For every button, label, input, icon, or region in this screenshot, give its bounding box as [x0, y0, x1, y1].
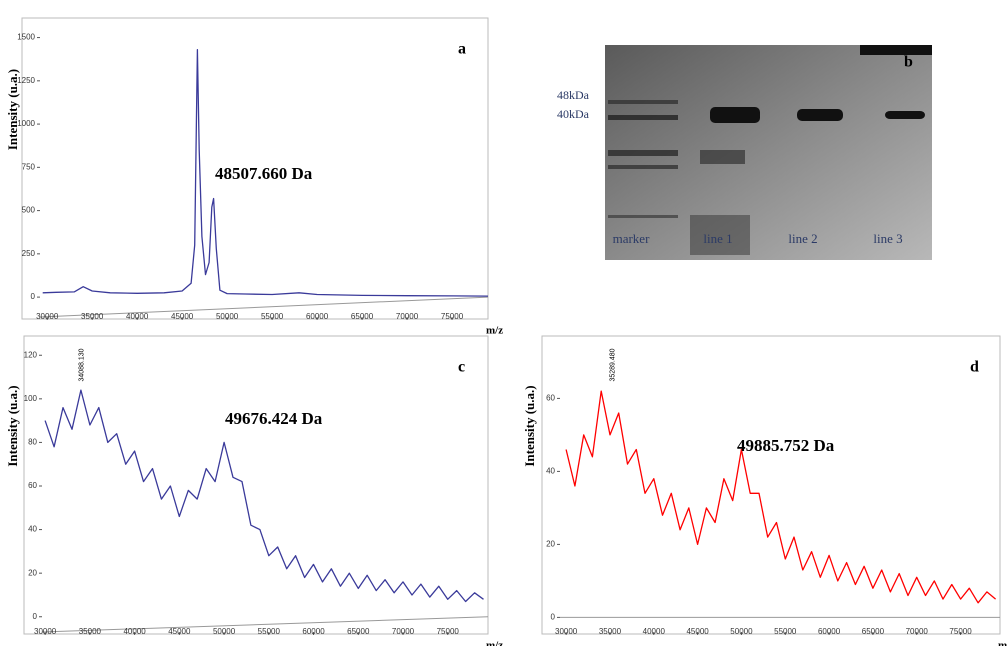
annotation: 49676.424 Da: [225, 409, 323, 428]
x-tick-label: 65000: [862, 627, 885, 636]
y-axis-label: Intensity (u.a.): [5, 385, 20, 466]
y-tick-label: 60: [546, 394, 555, 403]
x-tick-label: 45000: [686, 627, 709, 636]
x-tick-label: 50000: [213, 627, 236, 636]
gel-band: [608, 150, 678, 156]
gel-band: [710, 107, 760, 123]
x-tick-label: 30000: [34, 627, 57, 636]
lane-label: line 1: [703, 231, 732, 246]
x-tick-label: 40000: [643, 627, 666, 636]
y-tick-label: 500: [22, 206, 36, 215]
x-axis-label: m/z: [486, 325, 503, 337]
gel-smear: [690, 215, 750, 255]
x-tick-label: 40000: [126, 312, 149, 321]
x-tick-label: 30000: [36, 312, 59, 321]
x-axis-label: m/z: [486, 640, 503, 646]
y-tick-label: 0: [31, 292, 36, 301]
y-tick-label: 1000: [17, 119, 35, 128]
size-label: 40kDa: [557, 107, 590, 121]
x-axis: [39, 296, 489, 318]
x-tick-label: 35000: [79, 627, 102, 636]
x-tick-label: 50000: [216, 312, 239, 321]
y-tick-label: 0: [33, 612, 38, 621]
x-tick-label: 70000: [392, 627, 415, 636]
y-tick-label: 1250: [17, 76, 35, 85]
y-tick-label: 40: [28, 525, 37, 534]
spectrum-line: [42, 49, 489, 297]
x-tick-label: 75000: [441, 312, 464, 321]
y-tick-label: 100: [24, 394, 38, 403]
gel-band: [608, 100, 678, 104]
x-tick-label: 60000: [818, 627, 841, 636]
x-tick-label: 70000: [906, 627, 929, 636]
lane-label: line 3: [873, 231, 902, 246]
panel-label: c: [458, 359, 465, 376]
y-tick-label: 40: [546, 467, 555, 476]
x-axis-label: m/z: [998, 640, 1007, 646]
x-tick-label: 60000: [302, 627, 325, 636]
y-tick-label: 250: [22, 249, 36, 258]
y-axis-label: Intensity (u.a.): [5, 69, 20, 150]
y-tick-label: 60: [28, 481, 37, 490]
x-tick-label: 35000: [599, 627, 622, 636]
x-tick-label: 70000: [396, 312, 419, 321]
gel-band: [608, 215, 678, 218]
x-tick-label: 55000: [261, 312, 284, 321]
x-tick-label: 65000: [347, 627, 370, 636]
gel-band: [797, 109, 843, 121]
x-tick-label: 55000: [258, 627, 281, 636]
y-axis-label: Intensity (u.a.): [522, 385, 537, 466]
x-tick-label: 45000: [171, 312, 194, 321]
x-tick-label: 35000: [81, 312, 104, 321]
lane-label: line 2: [788, 231, 817, 246]
annotation: 49885.752 Da: [737, 436, 835, 455]
gel-top: [860, 45, 932, 55]
gel-band: [885, 111, 925, 119]
peak-label: 35289.480: [609, 348, 616, 381]
plot-frame: [21, 17, 489, 320]
gel-band: [700, 150, 745, 164]
spectrum-line: [565, 390, 997, 604]
y-tick-label: 0: [551, 613, 556, 622]
panel-label: d: [970, 359, 979, 376]
size-label: 48kDa: [557, 88, 590, 102]
x-tick-label: 40000: [123, 627, 146, 636]
gel-band: [608, 115, 678, 120]
peak-label: 34088.130: [79, 348, 86, 381]
x-tick-label: 50000: [730, 627, 753, 636]
gel-band: [608, 165, 678, 169]
x-axis: [41, 616, 489, 633]
panel-label: a: [458, 41, 466, 58]
y-tick-label: 20: [546, 540, 555, 549]
plot-frame: [23, 335, 489, 635]
annotation: 48507.660 Da: [215, 164, 313, 183]
lane-label: marker: [613, 231, 650, 246]
y-tick-label: 750: [22, 162, 36, 171]
spectrum-line: [44, 389, 484, 603]
x-tick-label: 30000: [555, 627, 578, 636]
y-tick-label: 80: [28, 438, 37, 447]
panel-label: b: [904, 54, 913, 71]
x-tick-label: 60000: [306, 312, 329, 321]
x-tick-label: 65000: [351, 312, 374, 321]
x-tick-label: 45000: [168, 627, 191, 636]
y-tick-label: 120: [24, 350, 38, 359]
x-tick-label: 75000: [437, 627, 460, 636]
plot-frame: [541, 335, 1001, 635]
y-tick-label: 1500: [17, 33, 35, 42]
y-tick-label: 20: [28, 568, 37, 577]
x-tick-label: 55000: [774, 627, 797, 636]
x-tick-label: 75000: [949, 627, 972, 636]
